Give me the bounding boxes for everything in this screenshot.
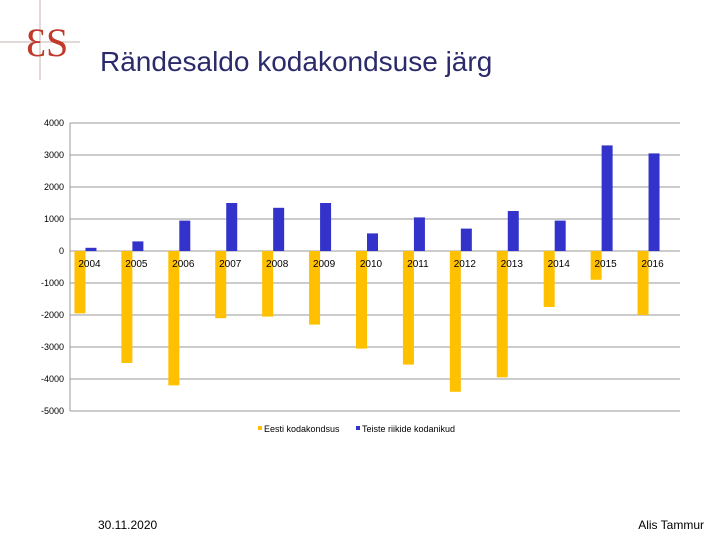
bar-eesti: [543, 251, 555, 307]
bar-teiste: [367, 233, 378, 251]
svg-text:ƐS: ƐS: [26, 20, 68, 65]
bar-teiste: [273, 207, 285, 251]
bar-eesti: [449, 251, 461, 392]
bar-eesti: [168, 251, 180, 386]
bar-teiste: [132, 241, 144, 251]
x-tick-label: 2011: [407, 259, 429, 270]
bar-eesti: [496, 251, 508, 378]
bar-teiste: [648, 153, 660, 251]
x-tick-label: 2009: [313, 259, 336, 270]
bar-teiste: [320, 203, 332, 251]
x-tick-label: 2005: [125, 259, 148, 270]
bar-teiste: [601, 145, 613, 251]
bar-teiste: [226, 203, 238, 251]
legend-label: Eesti kodakondsus: [264, 424, 340, 434]
logo-icon: ƐS: [0, 0, 80, 80]
x-tick-label: 2013: [501, 259, 524, 270]
slide-date: 30.11.2020: [98, 518, 158, 532]
bar-eesti: [402, 251, 414, 365]
bar-eesti: [262, 251, 274, 317]
bar-teiste: [179, 220, 191, 251]
x-tick-label: 2012: [454, 259, 477, 270]
bar-teiste: [413, 217, 425, 251]
bar-eesti: [590, 251, 602, 280]
legend-swatch: [356, 426, 360, 430]
x-tick-label: 2004: [78, 259, 101, 270]
y-tick-label: 0: [59, 246, 64, 256]
y-tick-label: -2000: [41, 310, 64, 320]
bar-eesti: [637, 251, 649, 315]
x-tick-label: 2008: [266, 259, 289, 270]
x-tick-label: 2007: [219, 259, 242, 270]
y-tick-label: -3000: [41, 342, 64, 352]
bar-eesti: [309, 251, 321, 325]
y-tick-label: -1000: [41, 278, 64, 288]
x-tick-label: 2014: [548, 259, 571, 270]
bar-eesti: [215, 251, 227, 319]
slide-author: Alis Tammur: [638, 518, 704, 532]
bar-eesti: [74, 251, 86, 314]
bar-teiste: [507, 211, 519, 251]
y-tick-label: -5000: [41, 406, 64, 416]
bar-eesti: [121, 251, 133, 363]
chart-title: Rändesaldo kodakondsuse järg: [100, 46, 493, 77]
bar-teiste: [85, 247, 97, 251]
y-tick-label: 4000: [44, 118, 64, 128]
x-tick-label: 2010: [360, 259, 383, 270]
y-tick-label: 2000: [44, 182, 64, 192]
bar-teiste: [460, 228, 472, 251]
y-tick-label: 3000: [44, 150, 64, 160]
legend-label: Teiste riikide kodanikud: [362, 424, 455, 434]
legend-swatch: [258, 426, 262, 430]
bar-eesti: [356, 251, 367, 349]
y-tick-label: -4000: [41, 374, 64, 384]
x-tick-label: 2006: [172, 259, 195, 270]
bar-teiste: [554, 220, 566, 251]
y-tick-label: 1000: [44, 214, 64, 224]
x-tick-label: 2016: [641, 259, 664, 270]
x-tick-label: 2015: [594, 259, 617, 270]
